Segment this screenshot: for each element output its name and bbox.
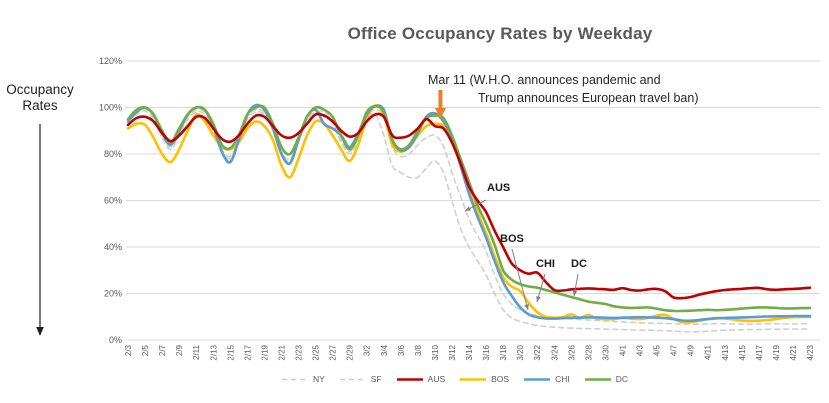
legend-label-ny: NY — [312, 374, 325, 384]
y-axis-title: Occupancy Rates — [2, 82, 78, 114]
legend-swatch-dc — [584, 377, 611, 381]
annotation-line1: Mar 11 (W.H.O. announces pandemic and — [428, 73, 661, 87]
legend-swatch-sf — [339, 378, 366, 380]
legend-item-chi: CHI — [524, 374, 570, 384]
x-tick-label: 2/17 — [243, 344, 252, 360]
legend-item-sf: SF — [339, 374, 382, 384]
x-tick-label: 3/22 — [533, 344, 542, 360]
x-tick-label: 3/28 — [584, 344, 593, 360]
callout-arrowhead-bos — [524, 304, 529, 310]
x-tick-label: 2/25 — [312, 344, 321, 360]
x-tick-label: 3/26 — [567, 344, 576, 360]
callout-arrowhead-dc — [572, 290, 578, 296]
legend-item-ny: NY — [281, 374, 325, 384]
series-line-sf — [127, 110, 811, 333]
x-tick-label: 2/5 — [141, 344, 150, 356]
x-tick-label: 2/11 — [192, 344, 201, 360]
x-tick-label: 3/2 — [363, 344, 372, 356]
x-tick-label: 4/21 — [789, 344, 798, 360]
x-tick-label: 4/17 — [755, 344, 764, 360]
legend-label-chi: CHI — [555, 374, 570, 384]
x-tick-label: 2/13 — [209, 344, 218, 360]
legend-swatch-aus — [396, 377, 423, 381]
x-tick-label: 2/27 — [329, 344, 338, 360]
x-tick-label: 2/7 — [158, 344, 167, 356]
x-tick-label: 4/23 — [806, 344, 815, 360]
legend-item-dc: DC — [584, 374, 629, 384]
y-tick-label: 60% — [104, 196, 122, 206]
x-tick-label: 2/29 — [346, 344, 355, 360]
x-tick-label: 4/13 — [721, 344, 730, 360]
y-tick-label: 20% — [104, 289, 122, 299]
x-tick-label: 3/8 — [414, 344, 423, 356]
legend-item-bos: BOS — [460, 374, 509, 384]
callout-arrowhead-aus — [465, 206, 471, 211]
legend-label-dc: DC — [615, 374, 629, 384]
x-tick-label: 2/15 — [226, 344, 235, 360]
event-arrowhead — [434, 108, 446, 119]
x-tick-label: 4/15 — [738, 344, 747, 360]
x-tick-label: 3/16 — [482, 344, 491, 360]
series-line-bos — [126, 103, 812, 324]
series-callout-dc: DC — [571, 258, 587, 270]
series-callout-aus: AUS — [487, 182, 511, 194]
y-axis-title-line1: Occupancy — [6, 82, 74, 97]
x-tick-label: 4/7 — [670, 344, 679, 356]
legend-item-aus: AUS — [396, 374, 446, 384]
y-tick-label: 120% — [99, 56, 122, 66]
x-tick-label: 3/18 — [499, 344, 508, 360]
x-tick-label: 4/9 — [687, 344, 696, 356]
x-tick-label: 2/21 — [277, 344, 286, 360]
x-tick-label: 4/11 — [704, 344, 713, 360]
annotation-line2: Trump announces European travel ban) — [478, 91, 699, 105]
legend: NY SF AUS BOS CHI DC — [240, 374, 670, 384]
x-tick-label: 3/10 — [431, 344, 440, 360]
y-axis-arrowhead — [36, 327, 44, 336]
x-tick-label: 4/19 — [772, 344, 781, 360]
series-line-chi — [126, 103, 812, 323]
x-tick-label: 3/24 — [550, 344, 559, 360]
legend-swatch-chi — [524, 377, 551, 381]
x-tick-label: 2/3 — [124, 344, 133, 356]
callout-arrow-bos — [511, 248, 529, 311]
y-axis-title-line2: Rates — [22, 98, 58, 114]
legend-label-bos: BOS — [491, 374, 510, 384]
x-tick-label: 3/20 — [516, 344, 525, 360]
x-tick-label: 2/23 — [295, 344, 304, 360]
x-tick-label: 4/3 — [636, 344, 645, 356]
y-tick-label: 40% — [104, 242, 122, 252]
y-tick-label: 100% — [99, 103, 122, 113]
x-tick-label: 3/6 — [397, 344, 406, 356]
callout-arrowhead-chi — [536, 296, 541, 302]
x-tick-label: 3/12 — [448, 344, 457, 360]
y-tick-label: 80% — [104, 149, 122, 159]
x-tick-label: 3/30 — [601, 344, 610, 360]
series-callout-chi: CHI — [536, 258, 555, 270]
legend-swatch-ny — [281, 378, 308, 380]
series-line-aus — [126, 112, 812, 300]
legend-swatch-bos — [460, 377, 487, 381]
x-tick-label: 2/9 — [175, 344, 184, 356]
x-tick-label: 4/5 — [653, 344, 662, 356]
legend-label-sf: SF — [370, 374, 382, 384]
x-tick-label: 3/14 — [465, 344, 474, 360]
chart-title: Office Occupancy Rates by Weekday — [347, 24, 653, 43]
x-tick-label: 2/19 — [260, 344, 269, 360]
series-callout-bos: BOS — [500, 233, 524, 245]
y-tick-label: 0% — [109, 335, 122, 345]
legend-label-aus: AUS — [427, 374, 446, 384]
x-tick-label: 4/1 — [618, 344, 627, 356]
series-line-dc — [126, 104, 812, 313]
x-tick-label: 3/4 — [380, 344, 389, 356]
